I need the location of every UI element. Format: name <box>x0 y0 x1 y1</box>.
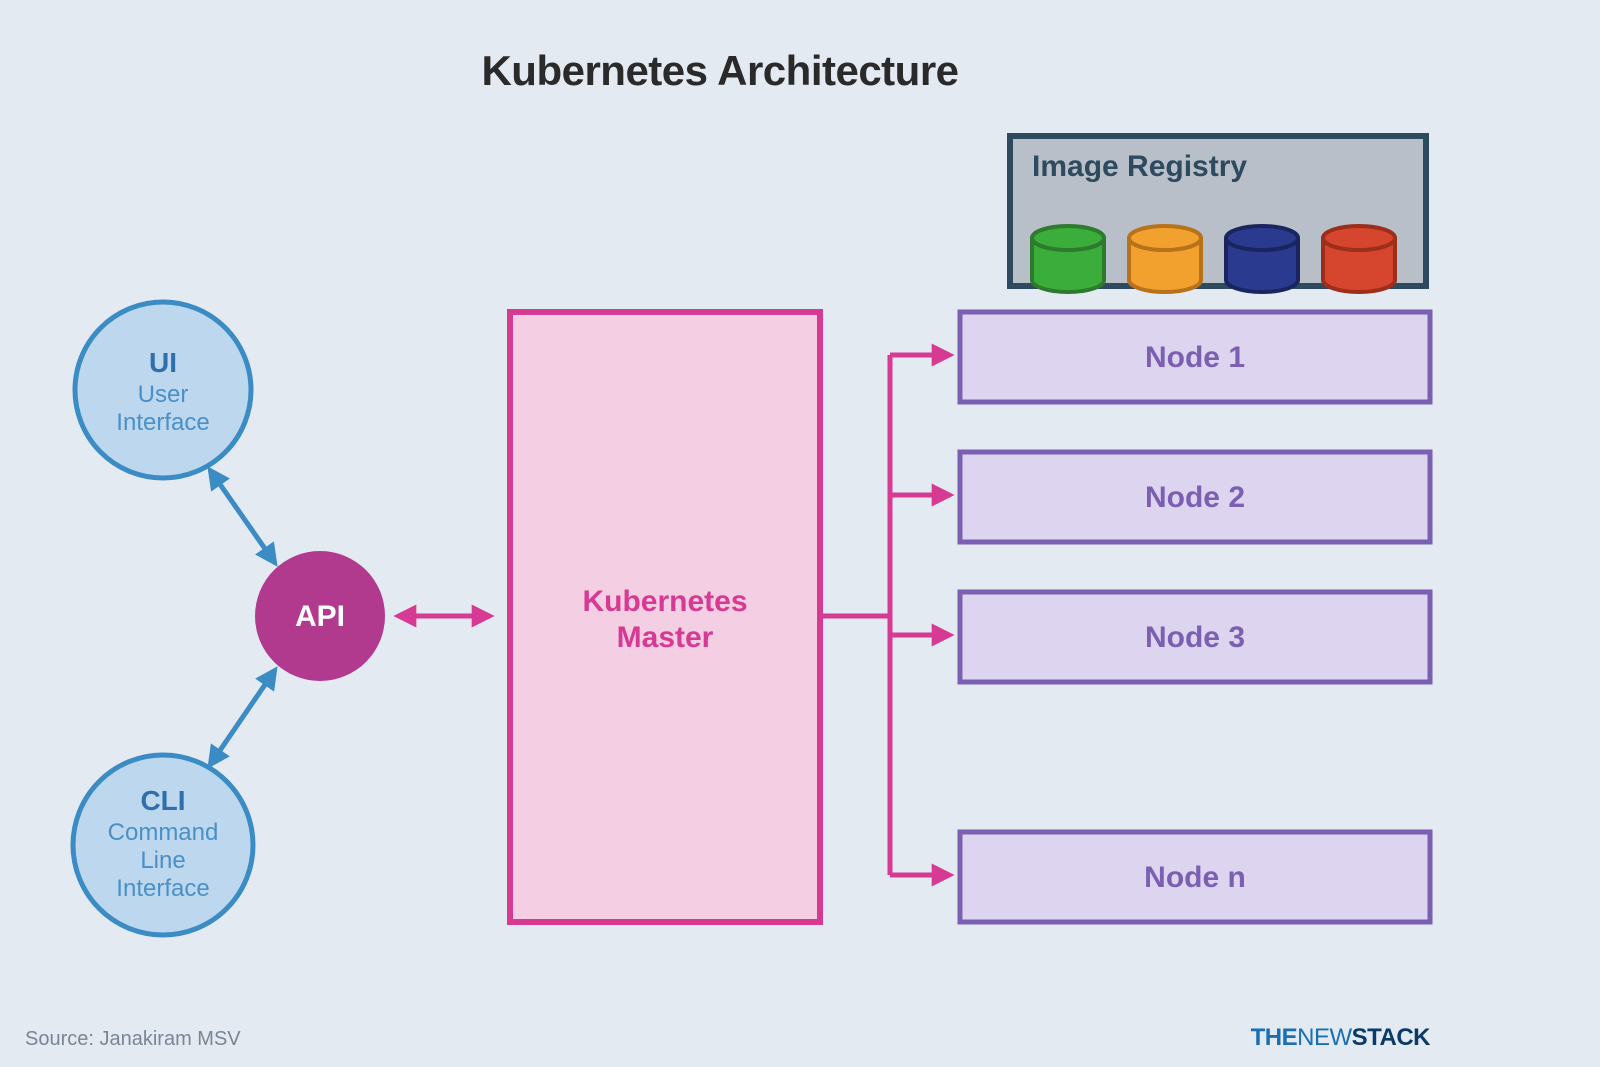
registry-cylinder-2 <box>1226 226 1298 292</box>
ui-title: UI <box>149 347 177 378</box>
api-label: API <box>295 600 345 633</box>
diagram-title: Kubernetes Architecture <box>481 47 958 94</box>
node-label-1: Node 2 <box>1145 481 1245 514</box>
brand-logo: THENEWSTACK <box>1251 1024 1432 1051</box>
node-label-3: Node n <box>1144 861 1246 894</box>
master-line1: Kubernetes <box>582 585 747 618</box>
node-label-2: Node 3 <box>1145 621 1245 654</box>
registry-cylinder-0 <box>1032 226 1104 292</box>
cli-sub3: Interface <box>116 875 209 902</box>
ui-sub1: User <box>138 381 189 408</box>
registry-label: Image Registry <box>1032 150 1247 183</box>
cli-title: CLI <box>140 785 185 816</box>
cli-sub1: Command <box>108 819 219 846</box>
registry-cylinder-1 <box>1129 226 1201 292</box>
ui-sub2: Interface <box>116 409 209 436</box>
cli-sub2: Line <box>140 847 185 874</box>
registry-cylinder-3 <box>1323 226 1395 292</box>
source-attribution: Source: Janakiram MSV <box>25 1028 241 1050</box>
master-line2: Master <box>617 621 714 654</box>
node-label-0: Node 1 <box>1145 341 1245 374</box>
